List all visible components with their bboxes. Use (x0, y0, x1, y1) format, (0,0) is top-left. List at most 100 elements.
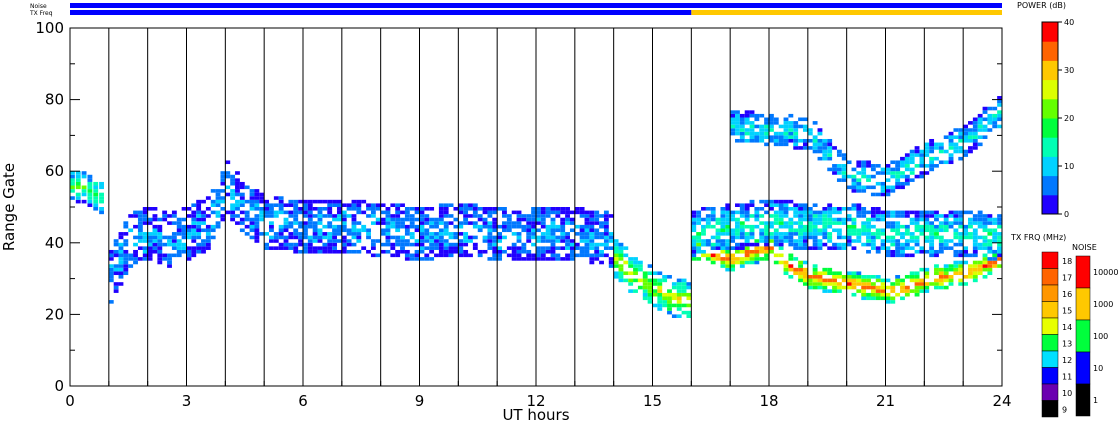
strip-bars (70, 3, 1002, 15)
data-cell (924, 214, 930, 218)
data-cell (332, 228, 337, 233)
data-cell (298, 210, 303, 215)
data-cell (875, 289, 881, 293)
data-cell (696, 257, 702, 261)
data-cell (836, 164, 842, 168)
data-cell (769, 117, 774, 122)
data-cell (798, 275, 803, 279)
data-cell (802, 128, 808, 132)
data-cell (909, 271, 915, 276)
data-cell (317, 199, 323, 204)
data-cell (516, 253, 522, 258)
data-cell (929, 164, 935, 168)
top-strips: Noise TX Freq (29, 3, 1002, 17)
data-cell (997, 257, 1002, 261)
data-cell (759, 214, 765, 218)
data-cell (186, 235, 192, 240)
data-cell (919, 285, 925, 290)
data-cell (807, 207, 813, 211)
data-cell (574, 246, 580, 250)
data-cell (710, 253, 716, 258)
data-cell (870, 296, 876, 301)
data-cell (385, 239, 391, 243)
data-cell (370, 246, 376, 250)
data-cell (769, 128, 774, 132)
data-cell (924, 289, 930, 293)
data-cell (890, 224, 896, 229)
data-cell (987, 217, 993, 222)
data-cell (817, 246, 823, 250)
data-cell (880, 296, 886, 301)
data-cell (880, 217, 886, 222)
data-cell (633, 257, 638, 261)
data-cell (686, 310, 692, 315)
data-cell (715, 228, 721, 233)
data-cell (293, 210, 299, 215)
data-cell (162, 217, 168, 222)
data-cell (827, 289, 833, 293)
data-cell (497, 253, 503, 258)
data-cell (502, 224, 507, 229)
data-cell (856, 171, 862, 175)
data-cell (196, 207, 202, 211)
data-cell (735, 249, 740, 254)
data-cell (254, 239, 260, 243)
data-cell (783, 271, 789, 276)
data-cell (385, 242, 391, 247)
data-cell (244, 210, 250, 215)
data-cell (749, 249, 755, 254)
data-cell (769, 203, 774, 207)
data-cell (977, 221, 983, 225)
data-cell (603, 214, 609, 218)
data-cell (404, 224, 410, 229)
data-cell (802, 271, 808, 276)
data-cell (880, 246, 886, 250)
data-cell (866, 210, 871, 215)
data-cell (904, 174, 910, 179)
data-cell (836, 210, 842, 215)
data-cell (725, 267, 731, 272)
data-cell (584, 221, 590, 225)
data-cell (788, 275, 794, 279)
data-cell (938, 271, 944, 276)
data-cell (948, 224, 954, 229)
data-cell (749, 242, 755, 247)
data-cell (671, 303, 677, 308)
data-cell (536, 217, 541, 222)
data-cell (210, 235, 216, 240)
data-cell (807, 217, 813, 222)
data-cell (244, 224, 250, 229)
data-cell (900, 242, 905, 247)
data-cell (866, 249, 871, 254)
data-cell (550, 235, 556, 240)
data-cell (992, 124, 998, 129)
data-cell (696, 210, 702, 215)
data-cell (997, 235, 1002, 240)
data-cell (943, 228, 949, 233)
data-cell (822, 214, 828, 218)
data-cell (773, 121, 779, 125)
data-cell (958, 232, 964, 236)
data-cell (788, 121, 794, 125)
data-cell (759, 113, 765, 118)
data-cell (647, 264, 653, 268)
data-cell (453, 242, 459, 247)
data-cell (929, 253, 935, 258)
data-cell (254, 221, 260, 225)
data-cell (235, 203, 240, 207)
data-cell (351, 235, 357, 240)
data-cell (259, 232, 265, 236)
data-cell (366, 214, 371, 218)
data-cell (807, 131, 813, 136)
data-cell (963, 149, 969, 154)
data-cell (963, 124, 969, 129)
data-cell (720, 264, 726, 268)
data-cell (851, 174, 857, 179)
data-cell (798, 207, 803, 211)
data-cell (875, 171, 881, 175)
data-cell (754, 253, 760, 258)
data-cell (171, 221, 177, 225)
data-cell (608, 235, 614, 240)
data-cell (773, 253, 779, 258)
data-cell (948, 264, 954, 268)
